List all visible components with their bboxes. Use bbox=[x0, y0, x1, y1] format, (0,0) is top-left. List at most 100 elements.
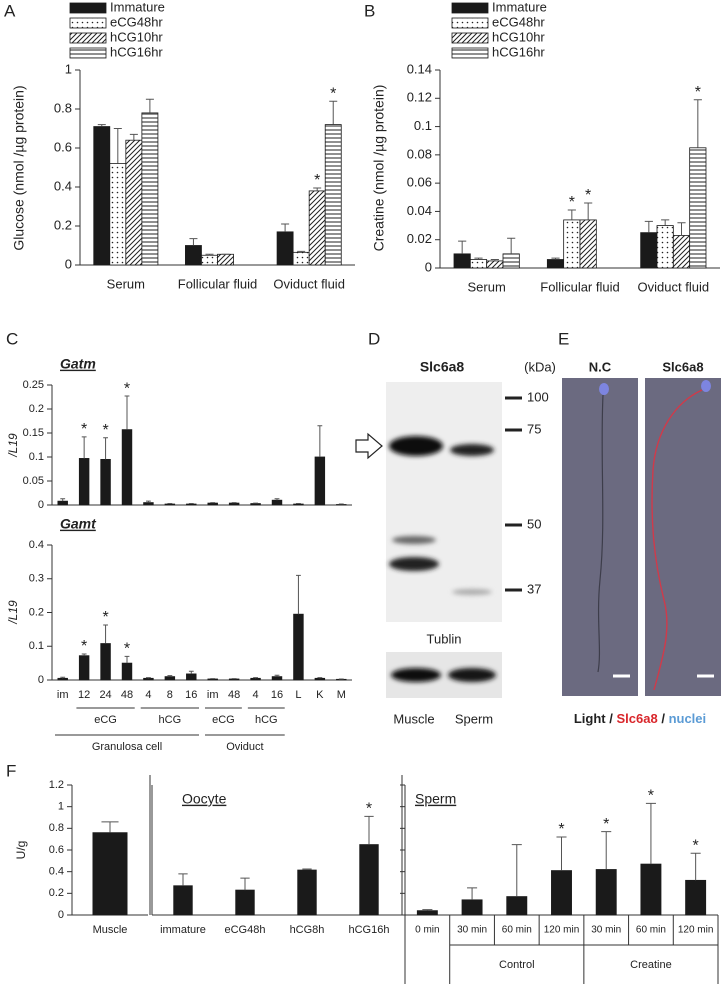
legend-label: hCG10hr bbox=[110, 29, 163, 44]
bar bbox=[506, 896, 528, 916]
bar bbox=[685, 879, 707, 916]
significance-mark: * bbox=[81, 638, 87, 655]
panel-e: E N.C Slc6a8 Light / Slc6a8 / nuclei bbox=[558, 329, 721, 726]
error-bar bbox=[458, 240, 467, 254]
caption-part: / bbox=[609, 711, 613, 726]
error-bar bbox=[690, 852, 701, 881]
x-tick-label: hCG16h bbox=[349, 924, 390, 936]
significance-mark: * bbox=[81, 421, 87, 438]
bar bbox=[92, 832, 128, 916]
significance-mark: * bbox=[648, 788, 654, 805]
y-tick-label: 0.2 bbox=[49, 887, 64, 899]
lane-label: Sperm bbox=[455, 711, 493, 726]
blot-band bbox=[391, 668, 441, 682]
bar bbox=[121, 662, 133, 681]
x-tick-label: 16 bbox=[271, 689, 283, 701]
y-tick-label: 0.3 bbox=[29, 573, 44, 585]
y-tick-label: 0.1 bbox=[29, 451, 44, 463]
x-tick-label: Follicular fluid bbox=[540, 279, 619, 294]
sperm-tail bbox=[651, 389, 703, 691]
bar bbox=[186, 673, 197, 681]
significance-mark: * bbox=[366, 801, 372, 818]
bar bbox=[297, 869, 317, 916]
y-tick-label: 0.05 bbox=[23, 475, 44, 487]
y-tick-label: 0 bbox=[425, 259, 432, 274]
error-bar bbox=[124, 655, 130, 664]
error-bar bbox=[317, 677, 323, 679]
group-label: hCG bbox=[255, 714, 278, 726]
bar bbox=[228, 502, 240, 506]
bar bbox=[546, 259, 565, 269]
error-bar bbox=[551, 257, 560, 260]
panel-letter: C bbox=[6, 329, 18, 348]
error-bar bbox=[189, 238, 198, 246]
blot-band bbox=[448, 668, 496, 682]
y-tick-label: 0.04 bbox=[407, 203, 432, 218]
bar bbox=[173, 885, 193, 916]
marker-label: 75 bbox=[527, 421, 541, 436]
y-tick-label: 1 bbox=[58, 801, 64, 813]
error-bar bbox=[693, 99, 702, 148]
x-tick-label: Serum bbox=[468, 279, 506, 294]
blot-band bbox=[450, 444, 494, 456]
chart-title: Gamt bbox=[60, 516, 97, 532]
legend-swatch bbox=[69, 32, 107, 44]
y-tick-label: 0.1 bbox=[414, 118, 432, 133]
blot-membrane bbox=[386, 382, 502, 622]
caption: Light / Slc6a8 / nuclei bbox=[574, 711, 706, 726]
y-tick-label: 0 bbox=[65, 256, 72, 271]
group-label: Granulosa cell bbox=[92, 741, 162, 753]
legend-swatch bbox=[69, 17, 107, 29]
error-bar bbox=[205, 253, 214, 256]
group-label: eCG bbox=[212, 714, 235, 726]
bar bbox=[689, 147, 707, 269]
error-bar bbox=[274, 674, 280, 677]
sperm-head bbox=[701, 380, 711, 392]
caption-part: Slc6a8 bbox=[616, 711, 657, 726]
error-bar bbox=[297, 250, 306, 253]
caption-part: Light bbox=[574, 711, 606, 726]
bar bbox=[143, 677, 154, 681]
y-tick-label: 0.14 bbox=[407, 61, 432, 76]
error-bar bbox=[645, 802, 656, 865]
error-bar bbox=[511, 844, 522, 897]
x-tick-label: Follicular fluid bbox=[178, 276, 257, 291]
blot-unit: (kDa) bbox=[524, 359, 556, 374]
x-tick-label: im bbox=[57, 689, 69, 701]
error-bar bbox=[467, 887, 478, 900]
error-bar bbox=[274, 498, 280, 501]
x-tick-label: 48 bbox=[228, 689, 240, 701]
bar bbox=[217, 253, 234, 266]
y-tick-label: 0 bbox=[38, 674, 44, 686]
bar bbox=[125, 139, 143, 266]
bar bbox=[250, 677, 261, 681]
error-bar bbox=[167, 675, 173, 677]
error-bar bbox=[146, 500, 151, 503]
y-axis-label: /L19 bbox=[6, 433, 20, 458]
y-tick-label: 0.15 bbox=[23, 427, 44, 439]
lane-label: Muscle bbox=[393, 711, 434, 726]
error-bar bbox=[253, 677, 258, 679]
blot-band bbox=[452, 589, 492, 595]
bar bbox=[359, 844, 379, 916]
legend-label: hCG16hr bbox=[110, 44, 163, 59]
group-label: Creatine bbox=[630, 959, 672, 971]
y-axis-label: Glucose (nmol /µg protein) bbox=[11, 85, 27, 250]
bar bbox=[293, 503, 304, 506]
bar bbox=[57, 677, 68, 681]
y-tick-label: 0.25 bbox=[23, 379, 44, 391]
blot-band bbox=[389, 557, 439, 571]
bar bbox=[293, 613, 304, 681]
y-tick-label: 0.2 bbox=[54, 217, 72, 232]
x-tick-label: Serum bbox=[107, 276, 145, 291]
sperm-head bbox=[599, 383, 609, 395]
y-tick-label: 1.2 bbox=[49, 779, 64, 791]
error-bar bbox=[103, 437, 108, 460]
y-tick-label: 0.8 bbox=[49, 822, 64, 834]
error-bar bbox=[60, 498, 66, 502]
error-bar bbox=[103, 624, 108, 644]
bar bbox=[469, 259, 488, 269]
y-tick-label: 0.4 bbox=[54, 178, 72, 193]
